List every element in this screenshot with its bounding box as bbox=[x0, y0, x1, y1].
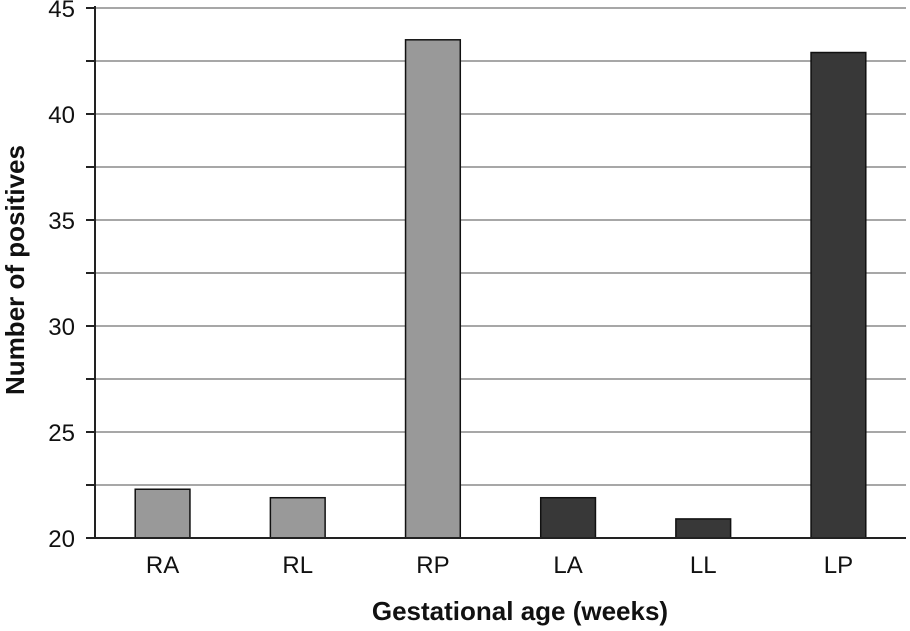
x-tick-label: RL bbox=[282, 552, 313, 579]
x-axis-title: Gestational age (weeks) bbox=[372, 596, 668, 626]
y-tick-label: 40 bbox=[48, 102, 75, 129]
x-tick-label: RA bbox=[146, 552, 179, 579]
bar-rl bbox=[269, 496, 326, 539]
axes bbox=[86, 6, 906, 539]
x-tick-label: LP bbox=[824, 552, 853, 579]
bar-ra bbox=[134, 488, 191, 539]
x-tick-labels: RA RL RP LA LL LP bbox=[146, 552, 853, 579]
bar-la bbox=[539, 496, 597, 539]
y-tick-label: 35 bbox=[48, 208, 75, 235]
x-tick-label: LA bbox=[553, 552, 582, 579]
y-tick-label: 25 bbox=[48, 420, 75, 447]
bar-ll bbox=[675, 518, 732, 539]
bar-rp bbox=[404, 39, 462, 539]
y-tick-labels: 20 25 30 35 40 45 bbox=[48, 0, 75, 553]
x-tick-label: RP bbox=[416, 552, 449, 579]
y-tick-label: 20 bbox=[48, 526, 75, 553]
grid-lines bbox=[95, 7, 906, 486]
bar-lp bbox=[810, 51, 867, 539]
x-tick-label: LL bbox=[690, 552, 717, 579]
y-tick-label: 45 bbox=[48, 0, 75, 23]
y-tick-label: 30 bbox=[48, 314, 75, 341]
y-axis-title: Number of positives bbox=[0, 145, 30, 395]
